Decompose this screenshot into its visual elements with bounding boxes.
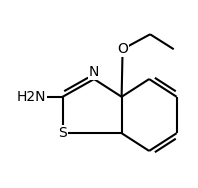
Text: O: O: [117, 42, 128, 56]
Text: N: N: [89, 65, 99, 79]
Text: H2N: H2N: [16, 90, 46, 104]
Text: S: S: [58, 126, 67, 140]
